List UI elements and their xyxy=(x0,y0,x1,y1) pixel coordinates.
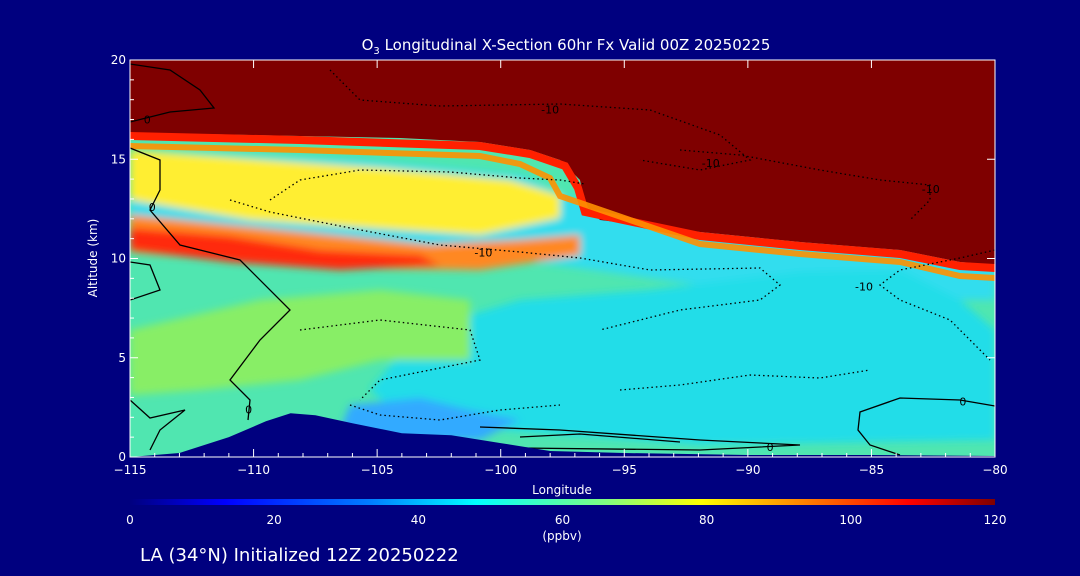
contour-dotted-east-1 xyxy=(878,249,995,361)
y-axis-label: Altitude (km) xyxy=(86,219,100,298)
y-tick-label: 15 xyxy=(111,152,126,166)
colorbar-tick-label: 100 xyxy=(839,513,862,527)
contour-label: -10 xyxy=(541,104,559,117)
contour-label: -10 xyxy=(922,183,940,196)
contour-solid-west-4 xyxy=(130,399,186,451)
contour-dotted-mid-3 xyxy=(299,319,481,401)
y-tick-label: 20 xyxy=(111,53,126,67)
contour-label: -10 xyxy=(474,247,492,260)
y-tick-label: 0 xyxy=(118,450,126,464)
chart-title-subscript: 3 xyxy=(373,46,379,57)
contour-solid-west-3 xyxy=(130,261,161,301)
contour-solid-west xyxy=(130,63,216,123)
colorbar-unit-label: (ppbv) xyxy=(542,529,581,543)
x-tick-label: −110 xyxy=(237,463,270,477)
x-tick-label: −80 xyxy=(982,463,1007,477)
x-tick-label: −95 xyxy=(612,463,637,477)
contour-label: 0 xyxy=(767,441,774,454)
x-tick-label: −100 xyxy=(484,463,517,477)
field-band-green-mid xyxy=(130,290,470,395)
field-band-lowlevel-cyan xyxy=(370,270,995,445)
x-axis: −115 −110 −105 −100 −95 −90 −85 −80 xyxy=(114,60,1008,477)
colorbar-tick-label: 0 xyxy=(126,513,134,527)
contour-solid-east-low-2 xyxy=(519,433,681,443)
contour-solid-east xyxy=(857,397,995,456)
chart-title-rest: Longitudinal X-Section 60hr Fx Valid 00Z… xyxy=(380,36,771,54)
contour-dotted-lines xyxy=(229,69,995,421)
contour-label: 0 xyxy=(245,403,252,416)
chart-title: O3 Longitudinal X-Section 60hr Fx Valid … xyxy=(362,36,771,57)
x-axis-label: Longitude xyxy=(532,483,592,497)
contour-label: -10 xyxy=(855,280,873,293)
colorbar-tick-label: 60 xyxy=(555,513,570,527)
x-tick-label: −85 xyxy=(859,463,884,477)
colorbar-tick-label: 40 xyxy=(411,513,426,527)
colorbar-tick-label: 80 xyxy=(699,513,714,527)
contour-label: -10 xyxy=(702,157,720,170)
tropopause-red-edge xyxy=(130,132,995,272)
contour-lines xyxy=(130,63,995,456)
field-band-yellow-upper xyxy=(130,150,560,235)
colorbar-ticks: 0 20 40 60 80 100 120 xyxy=(126,513,1006,527)
contour-dotted-east-2 xyxy=(619,369,871,391)
chart-title-main: O xyxy=(362,36,374,54)
y-tick-label: 5 xyxy=(118,351,126,365)
contour-dotted-mid-1 xyxy=(269,169,586,201)
contour-solid-west-2 xyxy=(130,147,291,421)
ozone-field xyxy=(130,60,995,457)
y-axis: 0 5 10 15 20 xyxy=(111,53,995,464)
tropopause-orange-edge xyxy=(130,143,995,281)
x-tick-label: −90 xyxy=(735,463,760,477)
field-band-red-layer xyxy=(130,228,440,270)
colorbar-tick-label: 120 xyxy=(984,513,1007,527)
x-tick-label: −115 xyxy=(114,463,147,477)
colorbar xyxy=(130,499,995,505)
x-tick-label: −105 xyxy=(361,463,394,477)
terrain-silhouette xyxy=(130,413,995,457)
y-tick-label: 10 xyxy=(111,252,126,266)
station-init-label: LA (34°N) Initialized 12Z 20250222 xyxy=(140,545,459,566)
contour-label: 0 xyxy=(149,201,156,214)
contour-label: 0 xyxy=(144,114,151,127)
contour-solid-east-low xyxy=(479,426,801,451)
colorbar-tick-label: 20 xyxy=(267,513,282,527)
contour-label-group: 0 0 0 -10 -10 -10 -10 -10 0 0 xyxy=(144,104,967,454)
contour-label: 0 xyxy=(959,395,966,408)
